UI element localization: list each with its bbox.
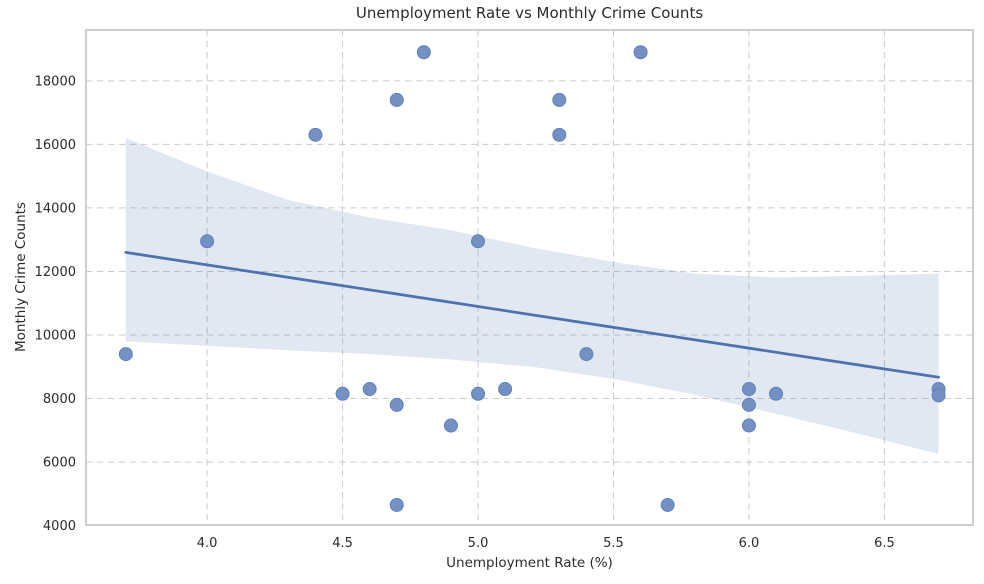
scatter-point	[416, 45, 431, 60]
y-tick-label: 16000	[35, 138, 76, 153]
x-tick-label: 6.0	[739, 536, 760, 551]
scatter-point	[118, 347, 133, 362]
scatter-point	[552, 92, 567, 107]
scatter-point	[362, 382, 377, 397]
y-tick-label: 14000	[35, 201, 76, 216]
plot-area	[86, 30, 973, 525]
scatter-point	[308, 127, 323, 142]
x-tick-label: 4.5	[332, 536, 353, 551]
x-tick-label: 4.0	[197, 536, 218, 551]
scatter-point	[471, 386, 486, 401]
x-tick-label: 5.0	[468, 536, 489, 551]
scatter-point	[389, 397, 404, 412]
scatter-point	[633, 45, 648, 60]
scatter-point	[741, 397, 756, 412]
scatter-point	[471, 234, 486, 249]
regression-line	[124, 251, 940, 379]
x-tick-label: 5.5	[603, 536, 624, 551]
scatter-point	[769, 386, 784, 401]
scatter-point	[443, 418, 458, 433]
chart-title: Unemployment Rate vs Monthly Crime Count…	[355, 4, 704, 22]
scatter-point	[741, 382, 756, 397]
scatter-point	[579, 347, 594, 362]
scatter-point	[552, 127, 567, 142]
scatter-point	[335, 386, 350, 401]
scatter-point	[389, 92, 404, 107]
scatter-point	[200, 234, 215, 249]
scatter-point	[498, 382, 513, 397]
x-tick-label: 6.5	[874, 536, 895, 551]
scatter-point	[660, 497, 675, 512]
y-tick-label: 4000	[43, 519, 76, 534]
axes-spines	[85, 29, 974, 526]
scatter-point	[741, 418, 756, 433]
y-tick-label: 12000	[35, 265, 76, 280]
y-tick-label: 18000	[35, 74, 76, 89]
y-tick-label: 8000	[43, 392, 76, 407]
x-axis-label: Unemployment Rate (%)	[446, 555, 613, 571]
y-tick-label: 10000	[35, 329, 76, 344]
confidence-band	[125, 138, 939, 455]
y-tick-label: 6000	[43, 456, 76, 471]
scatter-point	[931, 388, 946, 403]
scatter-point	[389, 497, 404, 512]
